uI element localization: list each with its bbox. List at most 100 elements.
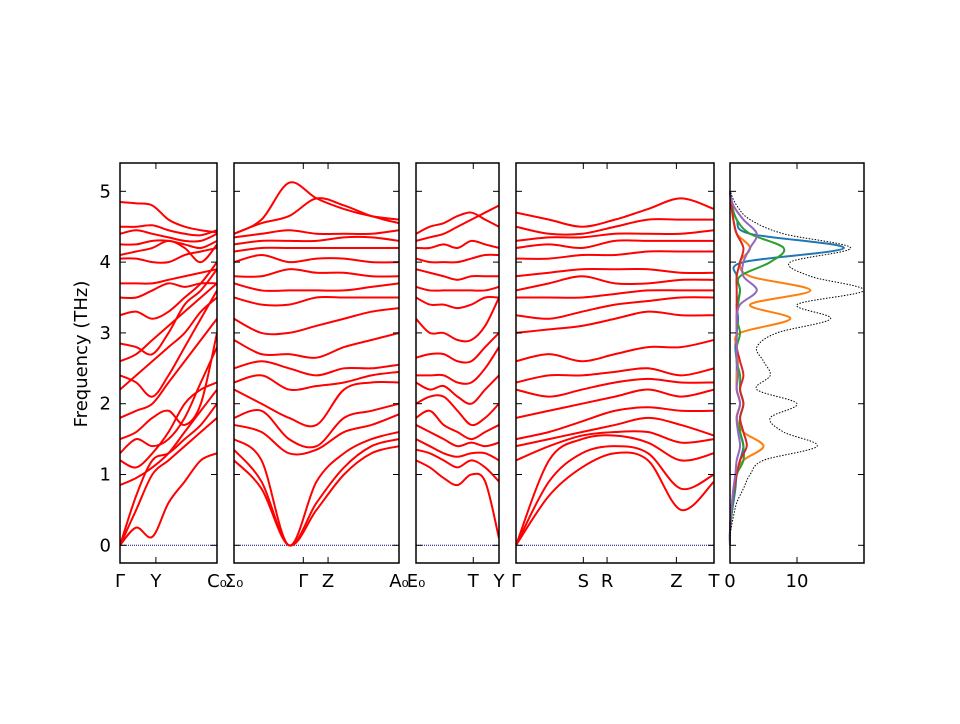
x-tick-label: S [578,571,589,592]
phonon-band-18 [234,181,399,235]
phonon-band-10 [234,295,399,307]
phonon-band-3 [516,430,714,462]
phonon-band-18 [120,229,217,243]
y-tick-label: 0 [100,535,111,556]
phonon-band-7 [416,346,499,385]
phonon-band-0 [516,451,714,546]
phonon-band-10 [416,295,499,310]
x-tick-label: Γ [115,571,125,592]
phonon-band-8 [120,296,217,391]
phonon-band-1 [516,445,714,546]
band-panel-e0-t-y: E₀ T Y [407,162,506,592]
phonon-band-9 [234,307,399,336]
phonon-band-16 [234,229,399,239]
phonon-band-3 [416,424,499,448]
phonon-band-6 [234,370,399,391]
phonon-band-12 [416,268,499,281]
phonon-band-15 [120,246,217,264]
phonon-band-12 [234,268,399,278]
phonon-band-6 [416,374,499,405]
x-tick-label: T [708,571,721,592]
panel-frame [233,162,400,564]
phonon-band-1 [120,417,217,546]
phonon-band-20 [120,200,217,234]
x-tick-label: C₀ [207,571,227,592]
x-tick-label: Γ [511,571,521,592]
phonon-band-12 [516,289,714,299]
phonon-band-10 [120,282,217,363]
dos-frame [729,162,865,564]
phonon-band-10 [516,310,714,334]
phonon-band-11 [516,296,714,320]
phonon-band-1 [234,438,399,547]
phonon-band-14 [234,246,399,253]
phonon-band-7 [516,377,714,398]
phonon-band-19 [516,197,714,228]
dos-panel: 0 10 [724,162,865,592]
y-tick-label: 2 [100,394,111,415]
phonon-band-16 [516,239,714,249]
band-panel-gamma-y-c0: Γ Y C₀ [115,162,227,592]
panel-frame [515,162,715,564]
x-tick-label: Y [149,571,162,592]
x-tick-label: Σ₀ [225,571,244,592]
phonon-band-8 [416,332,499,364]
phonon-band-15 [516,250,714,260]
phonon-band-8 [234,331,399,359]
phonon-band-15 [234,235,399,246]
phonon-band-5 [516,406,714,441]
phonon-band-6 [516,388,714,419]
phonon-band-13 [234,254,399,264]
phonon-band-8 [516,367,714,384]
phonon-band-2 [416,438,499,462]
y-tick-label: 1 [100,465,111,486]
phonon-band-19 [120,224,217,237]
phonon-band-7 [120,318,217,419]
phonon-band-11 [234,282,399,292]
phonon-band-13 [120,282,217,300]
phonon-band-11 [120,268,217,356]
phonon-band-3 [120,388,217,487]
phonon-band-7 [234,360,399,377]
phonon-band-5 [416,394,499,427]
phonon-band-14 [120,268,217,285]
y-tick-label: 5 [100,181,111,202]
x-tick-label: E₀ [407,571,426,592]
phonon-band-0 [416,459,499,539]
phonon-band-9 [516,339,714,363]
phonon-band-18 [516,218,714,236]
phonon-band-17 [120,239,217,250]
phonon-band-14 [416,239,499,250]
phonon-band-2 [120,403,217,546]
phonon-band-16 [416,211,499,235]
phonon-band-14 [516,267,714,278]
x-tick-label: Z [670,571,682,592]
phonon-band-3 [234,413,399,456]
x-tick-label: R [601,571,614,592]
phonon-band-15 [416,204,499,242]
band-panel-sigma0-gamma-z-a0: Σ₀ Γ Z A₀ [225,162,409,592]
phonon-band-6 [120,332,217,441]
phonon-band-4 [516,416,714,448]
phonon-band-17 [516,229,714,242]
x-tick-label: T [467,571,480,592]
phonon-band-13 [416,253,499,264]
y-axis-label: Frequency (THz) [71,281,92,428]
phonon-band-4 [416,409,499,441]
phonon-band-1 [416,448,499,483]
phonon-band-4 [120,381,217,469]
phonon-band-0 [120,452,217,546]
total-dos [729,191,865,546]
phonon-band-5 [120,346,217,455]
dos-x-tick-label: 10 [786,571,809,592]
phonon-band-0 [234,445,399,547]
x-tick-label: Z [322,571,334,592]
projected-dos-4 [728,191,758,546]
phonon-band-9 [120,289,217,398]
phonon-band-9 [416,297,499,343]
phonon-band-13 [516,275,714,292]
panel-frame [415,162,500,564]
